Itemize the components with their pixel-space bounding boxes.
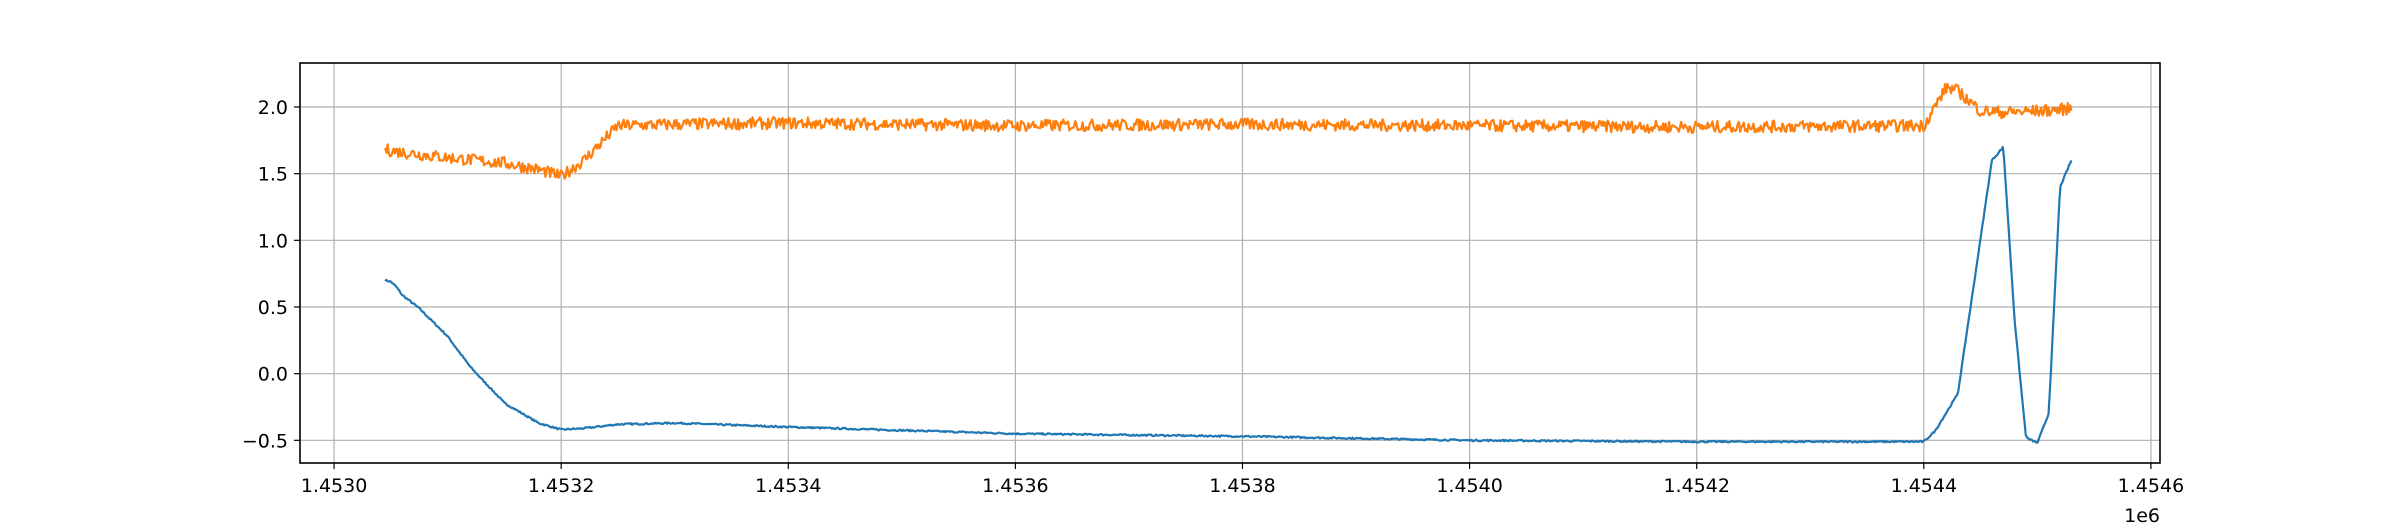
y-tick-label: 0.0 bbox=[258, 364, 288, 386]
x-tick-label: 1.4544 bbox=[1891, 475, 1957, 497]
series-line-2 bbox=[384, 82, 2073, 180]
axis-ticks: 1.4530 1.4532 1.4534 1.4536 1.4538 1.4540 1.45… bbox=[242, 97, 2184, 497]
x-tick-label: 1.4536 bbox=[982, 475, 1048, 497]
x-offset-label: 1e6 bbox=[2124, 505, 2160, 525]
y-tick-label: 1.5 bbox=[258, 164, 288, 186]
x-tick-label: 1.4534 bbox=[755, 475, 821, 497]
plot-series bbox=[384, 82, 2073, 444]
x-tick-label: 1.4540 bbox=[1436, 475, 1502, 497]
y-tick-label: −0.5 bbox=[242, 430, 288, 452]
series-line-1 bbox=[384, 145, 2073, 444]
x-tick-label: 1.4538 bbox=[1209, 475, 1275, 497]
y-tick-label: 2.0 bbox=[258, 97, 288, 119]
plot-frame bbox=[299, 62, 2161, 464]
y-tick-label: 1.0 bbox=[258, 230, 288, 252]
y-tick-label: 0.5 bbox=[258, 297, 288, 319]
x-tick-label: 1.4542 bbox=[1663, 475, 1729, 497]
x-tick-label: 1.4546 bbox=[2118, 475, 2184, 497]
x-tick-label: 1.4530 bbox=[301, 475, 367, 497]
x-tick-label: 1.4532 bbox=[528, 475, 594, 497]
